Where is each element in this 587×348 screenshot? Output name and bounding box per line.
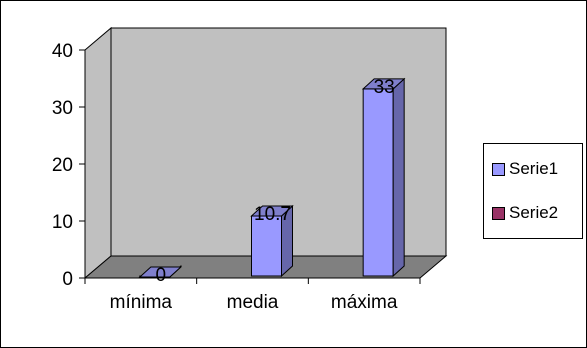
bar-3 bbox=[362, 88, 394, 277]
legend-item-serie2: Serie2 bbox=[492, 203, 558, 223]
legend-item-serie1: Serie1 bbox=[492, 159, 558, 179]
chart-side-wall bbox=[84, 26, 112, 280]
legend: Serie1 Serie2 bbox=[483, 143, 583, 239]
y-tick-label: 20 bbox=[52, 155, 73, 176]
bar-side-3 bbox=[392, 77, 405, 278]
y-tick-label: 40 bbox=[52, 41, 73, 62]
y-tick-label: 10 bbox=[52, 212, 73, 233]
legend-label-serie1: Serie1 bbox=[509, 159, 559, 178]
data-label-1: 0 bbox=[156, 265, 167, 286]
x-tick-label: media bbox=[227, 292, 279, 313]
data-label-2: 10.7 bbox=[254, 204, 291, 225]
y-tick-label: 0 bbox=[62, 269, 73, 290]
legend-swatch-serie2 bbox=[492, 206, 505, 220]
bar-top-2 bbox=[250, 205, 294, 217]
bar-top-3 bbox=[361, 78, 406, 90]
legend-swatch-serie1 bbox=[492, 162, 505, 176]
x-tick-label: máxima bbox=[331, 292, 398, 313]
legend-label-serie2: Serie2 bbox=[509, 203, 559, 222]
x-tick-label: mínima bbox=[110, 292, 173, 313]
bar-top-1 bbox=[138, 266, 183, 278]
data-label-3: 33 bbox=[374, 77, 395, 98]
y-tick-label: 30 bbox=[52, 98, 73, 119]
